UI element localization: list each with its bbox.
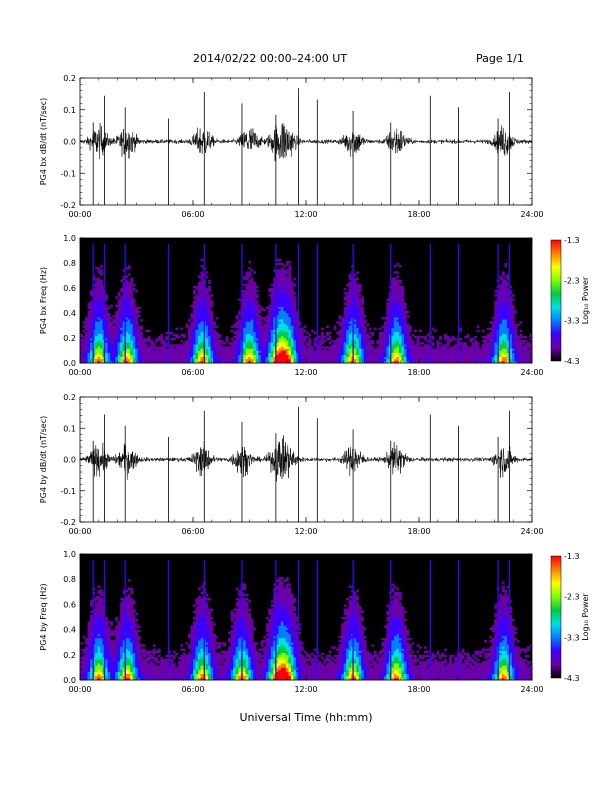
page-title: 2014/02/22 00:00–24:00 UT: [193, 52, 348, 65]
y-tick-label: 0.2: [63, 334, 76, 343]
x-tick-label: 12:00: [294, 368, 317, 377]
y-tick-label: 0.2: [63, 651, 76, 660]
colorbar: [550, 239, 562, 362]
colorbar-tick-label: -1.3: [564, 552, 580, 561]
y-tick-label: 0.0: [63, 138, 76, 147]
x-tick-label: 06:00: [181, 527, 204, 536]
x-tick-label: 18:00: [407, 368, 430, 377]
colorbar-label: Log₁₀ Power: [581, 593, 590, 641]
x-tick-label: 00:00: [68, 527, 91, 536]
colorbar-tick-label: -4.3: [564, 357, 580, 366]
y-tick-label: 0.4: [63, 626, 76, 635]
colorbar-tick-label: -4.3: [564, 674, 580, 683]
y-tick-label: 1.0: [63, 234, 76, 243]
x-tick-label: 18:00: [407, 685, 430, 694]
y-tick-label: 0.1: [63, 424, 76, 433]
x-tick-label: 12:00: [294, 210, 317, 219]
y-tick-label: 1.0: [63, 550, 76, 559]
colorbar-tick-label: -1.3: [564, 236, 580, 245]
y-axis-label: PG4 bx Freq (Hz): [39, 267, 48, 334]
y-axis-label: PG4 bx dB/dt (nT/sec): [39, 98, 48, 185]
x-tick-label: 24:00: [520, 210, 543, 219]
x-tick-label: 24:00: [520, 368, 543, 377]
y-tick-label: 0.6: [63, 600, 76, 609]
x-tick-label: 06:00: [181, 685, 204, 694]
waveform-trace: [79, 122, 533, 162]
waveform-trace: [79, 435, 533, 482]
y-tick-label: -0.2: [60, 201, 76, 210]
x-tick-label: 18:00: [407, 210, 430, 219]
x-tick-label: 12:00: [294, 685, 317, 694]
colorbar-label: Log₁₀ Power: [581, 276, 590, 324]
x-tick-label: 24:00: [520, 685, 543, 694]
x-tick-label: 24:00: [520, 527, 543, 536]
panel-4: -1.3 -2.3 -3.3 -4.3 Log₁₀ Power 0.0 0.2 0.4 0.6 0…: [39, 550, 590, 694]
x-tick-label: 00:00: [68, 368, 91, 377]
y-tick-label: 0.4: [63, 309, 76, 318]
colorbar-tick-label: -2.3: [564, 593, 580, 602]
y-tick-label: -0.2: [60, 518, 76, 527]
page-number: Page 1/1: [476, 52, 524, 65]
y-tick-label: -0.1: [60, 487, 76, 496]
x-axis-label: Universal Time (hh:mm): [0, 711, 612, 724]
y-axis-label: PG4 by Freq (Hz): [39, 583, 48, 650]
x-tick-label: 00:00: [68, 210, 91, 219]
y-tick-label: 0.8: [63, 575, 76, 584]
x-tick-label: 12:00: [294, 527, 317, 536]
x-axis-label-text: Universal Time (hh:mm): [239, 711, 373, 724]
x-tick-label: 06:00: [181, 210, 204, 219]
y-tick-label: 0.1: [63, 106, 76, 115]
panel-1: -0.2 -0.1 0.0 0.1 0.2 00:00 06:00 12:00 18:00 24:…: [39, 74, 544, 219]
y-tick-label: 0.0: [63, 676, 76, 685]
colorbar-tick-label: -3.3: [564, 317, 580, 326]
y-tick-label: 0.2: [63, 393, 76, 402]
colorbar: [550, 555, 562, 679]
panel-2: -1.3 -2.3 -3.3 -4.3 Log₁₀ Power 0.0 0.2 0.4 0.6 0…: [39, 234, 590, 377]
y-tick-label: 0.2: [63, 74, 76, 83]
colorbar-tick-label: -2.3: [564, 276, 580, 285]
panel-3: -0.2 -0.1 0.0 0.1 0.2 00:00 06:00 12:00 18:00 24:…: [39, 393, 544, 536]
x-tick-label: 06:00: [181, 368, 204, 377]
y-tick-label: 0.8: [63, 259, 76, 268]
y-tick-label: 0.0: [63, 456, 76, 465]
y-tick-label: -0.1: [60, 169, 76, 178]
y-axis-label: PG4 by dB/dt (nT/sec): [39, 416, 48, 503]
colorbar-tick-label: -3.3: [564, 633, 580, 642]
spectrogram-cells: [80, 258, 533, 364]
y-tick-label: 0.6: [63, 284, 76, 293]
y-tick-label: 0.0: [63, 359, 76, 368]
x-tick-label: 00:00: [68, 685, 91, 694]
x-tick-label: 18:00: [407, 527, 430, 536]
